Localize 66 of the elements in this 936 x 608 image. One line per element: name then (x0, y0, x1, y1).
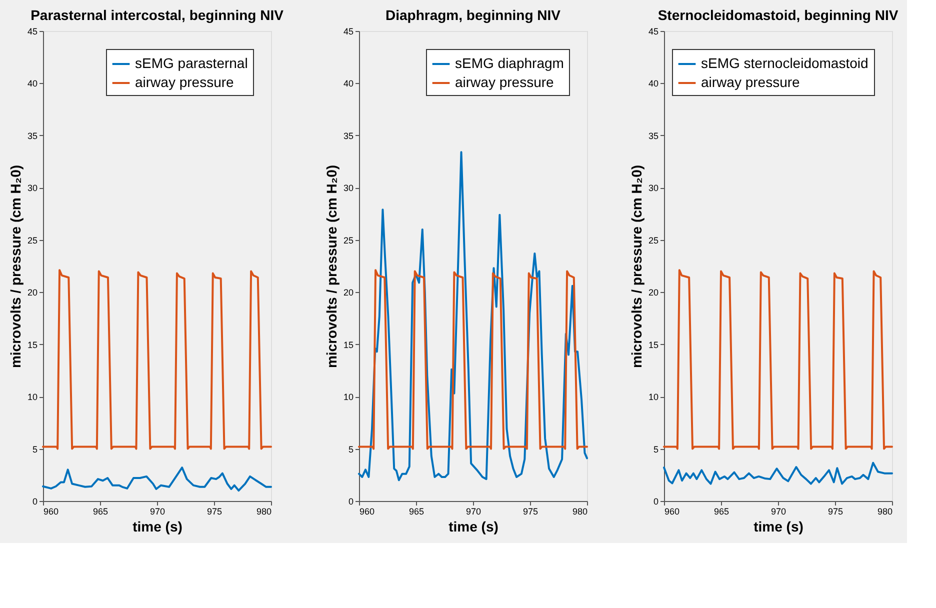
y-tick-label: 45 (343, 26, 354, 36)
y-tick-label: 35 (343, 130, 354, 141)
x-tick-label: 980 (572, 506, 588, 516)
y-tick-label: 5 (653, 444, 658, 454)
legend-label: airway pressure (701, 74, 800, 90)
x-tick-label: 960 (360, 506, 375, 516)
x-tick-label: 965 (714, 506, 730, 516)
y-tick-label: 35 (648, 130, 658, 141)
line-series (663, 462, 893, 485)
y-tick-label: 40 (27, 78, 38, 89)
y-tick-label: 45 (27, 26, 38, 36)
y-tick-label: 0 (348, 496, 354, 506)
x-tick-label: 965 (408, 506, 424, 516)
y-tick-label: 5 (348, 444, 354, 454)
legend-label: airway pressure (135, 74, 234, 90)
x-tick-label: 975 (206, 506, 222, 516)
y-axis-title: microvolts / pressure (cm H₂0) (323, 164, 340, 368)
y-tick-label: 30 (27, 183, 38, 194)
y-tick-label: 30 (343, 183, 354, 194)
line-series (358, 151, 588, 482)
line-series (358, 269, 588, 450)
y-tick-label: 35 (27, 130, 38, 141)
y-tick-label: 10 (648, 392, 658, 402)
y-tick-label: 5 (32, 444, 38, 454)
line-series (663, 269, 893, 450)
y-axis-title: microvolts / pressure (cm H₂0) (628, 164, 644, 368)
y-tick-label: 10 (343, 392, 354, 402)
legend-label: sEMG sternocleidomastoid (701, 55, 868, 71)
line-series (42, 466, 272, 492)
y-tick-label: 0 (653, 496, 658, 506)
x-axis-title: time (s) (132, 518, 182, 534)
line-series (42, 269, 272, 450)
x-tick-label: 970 (150, 506, 166, 516)
y-tick-label: 25 (343, 235, 354, 246)
y-tick-label: 20 (343, 288, 354, 298)
y-tick-label: 20 (648, 288, 658, 298)
chart-title: Sternocleidomastoid, beginning NIV (658, 7, 899, 23)
y-tick-label: 45 (648, 26, 658, 36)
x-tick-label: 970 (466, 506, 482, 516)
legend-label: sEMG diaphragm (455, 55, 564, 71)
y-tick-label: 20 (27, 288, 38, 298)
y-tick-label: 25 (27, 235, 38, 246)
chart-title: Diaphragm, beginning NIV (385, 7, 562, 23)
y-tick-label: 30 (648, 183, 658, 194)
y-tick-label: 15 (27, 340, 38, 350)
legend-label: sEMG parasternal (135, 55, 248, 71)
x-tick-label: 980 (256, 506, 272, 516)
y-tick-label: 10 (27, 392, 38, 402)
y-tick-label: 15 (343, 340, 354, 350)
y-tick-label: 15 (648, 340, 658, 350)
y-axis-title: microvolts / pressure (cm H₂0) (7, 164, 24, 368)
chart-title: Parasternal intercostal, beginning NIV (30, 7, 284, 23)
x-tick-label: 960 (44, 506, 59, 516)
x-tick-label: 975 (522, 506, 538, 516)
x-tick-label: 970 (770, 506, 786, 516)
y-tick-label: 25 (648, 235, 658, 246)
legend-label: airway pressure (455, 74, 554, 90)
y-tick-label: 40 (648, 78, 658, 89)
y-tick-label: 0 (32, 496, 38, 506)
x-tick-label: 975 (828, 506, 844, 516)
x-axis-title: time (s) (754, 518, 804, 534)
x-axis-title: time (s) (448, 518, 498, 534)
x-tick-label: 965 (92, 506, 108, 516)
x-tick-label: 960 (664, 506, 680, 516)
x-tick-label: 980 (877, 506, 892, 516)
y-tick-label: 40 (343, 78, 354, 89)
